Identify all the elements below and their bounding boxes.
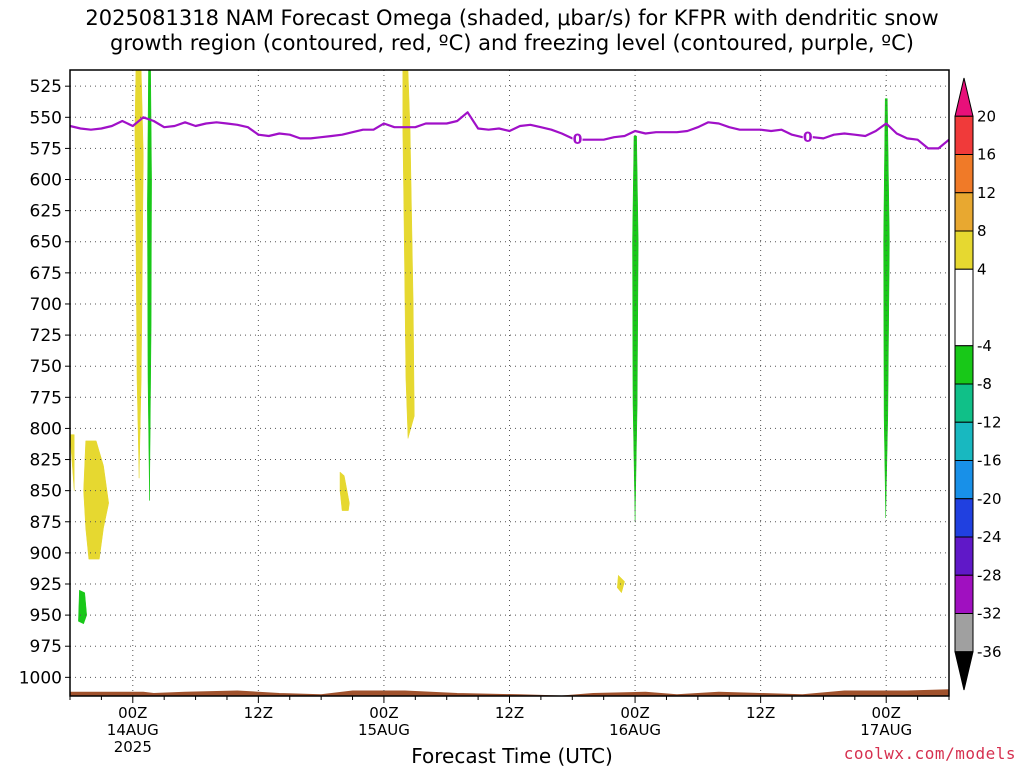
freezing-level-label-0: 0 xyxy=(573,132,583,148)
grid-lines xyxy=(70,70,949,696)
colorbar-bin--24-to--20 xyxy=(954,498,974,538)
colorbar-tick-label--4: -4 xyxy=(977,337,992,355)
colorbar-bin-4-to-8 xyxy=(954,230,974,270)
x-tick-label-24: 00Z xyxy=(369,704,398,722)
y-tick-label-675: 675 xyxy=(30,264,62,284)
y-tick-label-750: 750 xyxy=(30,357,62,377)
omega-region-negative-4 xyxy=(147,69,152,501)
omega-region-positive-6 xyxy=(402,69,415,439)
y-tick-label-600: 600 xyxy=(30,171,62,191)
x-tick-date-72: 17AUG xyxy=(860,721,912,739)
y-tick-label-850: 850 xyxy=(30,482,62,502)
x-axis-label: Forecast Time (UTC) xyxy=(411,744,613,768)
colorbar-tick-label--20: -20 xyxy=(977,490,1002,508)
colorbar-bin--36-to--32 xyxy=(954,613,974,653)
colorbar-tick-label--12: -12 xyxy=(977,413,1002,431)
omega-region-negative-9 xyxy=(883,98,890,519)
omega-region-positive-3 xyxy=(134,69,144,479)
chart-title-line-2: growth region (contoured, red, ºC) and f… xyxy=(110,31,914,55)
colorbar-tick-label-4: 4 xyxy=(977,260,987,278)
x-tick-date-0: 14AUG xyxy=(107,721,159,739)
y-tick-label-975: 975 xyxy=(30,637,62,657)
colorbar-tick-label-12: 12 xyxy=(977,184,996,202)
freezing-level-label-bg-1 xyxy=(802,130,813,145)
x-tick-label-0: 00Z xyxy=(118,704,147,722)
x-tick-label-72: 00Z xyxy=(872,704,901,722)
colorbar-bin--28-to--24 xyxy=(954,536,974,576)
colorbar-bin-8-to-12 xyxy=(954,192,974,232)
colorbar-tick-label--16: -16 xyxy=(977,452,1002,470)
colorbar-tick-label--24: -24 xyxy=(977,528,1002,546)
y-tick-label-825: 825 xyxy=(30,451,62,471)
colorbar-tick-label-20: 20 xyxy=(977,107,996,125)
freezing-level-label-bg-0 xyxy=(572,132,583,147)
colorbar-bottom-arrow xyxy=(954,651,974,691)
colorbar-bin-12-to-16 xyxy=(954,154,974,194)
y-tick-label-875: 875 xyxy=(30,513,62,533)
omega-shaded-regions xyxy=(69,69,890,625)
x-tick-date-48: 16AUG xyxy=(609,721,661,739)
y-tick-label-950: 950 xyxy=(30,606,62,626)
y-tick-label-625: 625 xyxy=(30,202,62,222)
freezing-level-line xyxy=(69,111,950,150)
colorbar-tick-label-8: 8 xyxy=(977,222,987,240)
colorbar-bin--8-to--4 xyxy=(954,345,974,385)
colorbar-bin-16-to-20 xyxy=(954,115,974,155)
colorbar-bin--12-to--8 xyxy=(954,383,974,423)
omega-region-positive-1 xyxy=(69,434,75,491)
omega-region-negative-8 xyxy=(632,135,639,522)
y-tick-label-650: 650 xyxy=(30,233,62,253)
y-tick-label-800: 800 xyxy=(30,419,62,439)
colorbar: 20 16 12 8 4 -4 -8 -12 -16 -20 -24 -28 -32 -36 xyxy=(954,77,1002,691)
y-tick-label-575: 575 xyxy=(30,139,62,159)
plot-frame xyxy=(69,69,950,697)
x-tick-date-24: 15AUG xyxy=(358,721,410,739)
x-tick-label-48: 00Z xyxy=(620,704,649,722)
colorbar-bin--32-to--28 xyxy=(954,574,974,614)
x-tick-label-60: 12Z xyxy=(746,704,775,722)
y-tick-label-525: 525 xyxy=(30,77,62,97)
colorbar-top-arrow xyxy=(954,77,974,117)
colorbar-tick-label--28: -28 xyxy=(977,566,1002,584)
y-tick-label-925: 925 xyxy=(30,575,62,595)
colorbar-tick-label-16: 16 xyxy=(977,146,996,164)
y-tick-label-900: 900 xyxy=(30,544,62,564)
colorbar-tick-label--8: -8 xyxy=(977,375,992,393)
chart-title-line-1: 2025081318 NAM Forecast Omega (shaded, μ… xyxy=(85,6,939,30)
x-tick-label-12: 12Z xyxy=(244,704,273,722)
colorbar-bin--20-to--16 xyxy=(954,460,974,500)
colorbar-bin--4-to-4 xyxy=(954,268,974,347)
colorbar-bin--16-to--12 xyxy=(954,421,974,461)
colorbar-tick-label--32: -32 xyxy=(977,605,1002,623)
y-tick-label-775: 775 xyxy=(30,388,62,408)
chart-title: 2025081318 NAM Forecast Omega (shaded, μ… xyxy=(0,6,1024,56)
omega-region-negative-2 xyxy=(78,589,87,625)
credit-link[interactable]: coolwx.com/models xyxy=(843,744,1016,763)
y-tick-label-550: 550 xyxy=(30,108,62,128)
y-tick-label-1000: 1000 xyxy=(19,668,62,688)
colorbar-tick-label--36: -36 xyxy=(977,643,1002,661)
omega-region-positive-5 xyxy=(339,471,350,511)
y-axis-ticks: 525 550 575 600 625 650 675 700 725 750 775 800 825 8… xyxy=(19,77,70,688)
x-tick-label-36: 12Z xyxy=(495,704,524,722)
y-tick-label-700: 700 xyxy=(30,295,62,315)
freezing-level-label-1: 0 xyxy=(803,130,813,146)
omega-region-positive-0 xyxy=(83,440,109,560)
x-tick-year-0: 2025 xyxy=(114,738,152,756)
y-tick-label-725: 725 xyxy=(30,326,62,346)
